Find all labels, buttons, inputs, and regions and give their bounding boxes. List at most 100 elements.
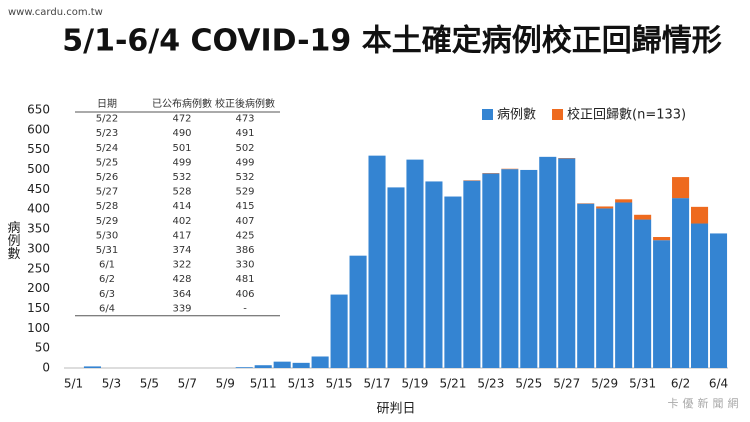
x-tick-label: 6/4 bbox=[709, 377, 728, 391]
bar-segment bbox=[539, 156, 557, 368]
x-axis-label: 研判日 bbox=[376, 402, 415, 417]
y-tick-label: 50 bbox=[35, 341, 50, 355]
table-cell: 425 bbox=[235, 230, 254, 241]
table-cell: 407 bbox=[235, 216, 254, 227]
bar-segment bbox=[634, 219, 652, 368]
y-tick-label: 450 bbox=[27, 182, 50, 196]
y-tick-label: 400 bbox=[27, 202, 50, 216]
y-tick-label: 500 bbox=[27, 162, 50, 176]
bar-segment bbox=[368, 155, 386, 368]
bar-segment bbox=[577, 203, 595, 368]
bar-segment bbox=[482, 173, 500, 368]
x-tick-label: 5/19 bbox=[401, 377, 428, 391]
x-tick-label: 5/29 bbox=[591, 377, 618, 391]
bar-segment bbox=[520, 169, 538, 368]
legend-label: 病例數 bbox=[497, 108, 536, 123]
x-tick-label: 5/27 bbox=[553, 377, 580, 391]
table-cell: 490 bbox=[172, 128, 191, 139]
x-tick-label: 5/17 bbox=[364, 377, 391, 391]
bar-segment bbox=[83, 366, 101, 368]
bar-segment bbox=[691, 223, 709, 368]
bar-segment bbox=[349, 255, 367, 368]
x-tick-label: 5/31 bbox=[629, 377, 656, 391]
y-tick-label: 350 bbox=[27, 222, 50, 236]
table-cell: 415 bbox=[235, 201, 254, 212]
table-cell: 5/26 bbox=[96, 172, 118, 183]
table-cell: 386 bbox=[235, 245, 254, 256]
table-cell: 374 bbox=[172, 245, 191, 256]
bar-segment bbox=[292, 362, 310, 368]
table-cell: 6/3 bbox=[99, 289, 115, 300]
table-cell: 5/24 bbox=[96, 143, 118, 154]
table-cell: 528 bbox=[172, 187, 191, 198]
bar-segment bbox=[691, 206, 709, 224]
table-cell: 322 bbox=[172, 260, 191, 271]
x-tick-label: 5/7 bbox=[178, 377, 197, 391]
bar-segment bbox=[615, 199, 633, 203]
table-cell: 499 bbox=[172, 157, 191, 168]
y-tick-label: 250 bbox=[27, 261, 50, 275]
table-cell: 5/27 bbox=[96, 187, 118, 198]
y-tick-label: 200 bbox=[27, 281, 50, 295]
bar-segment bbox=[634, 214, 652, 220]
bar-segment bbox=[235, 367, 253, 368]
bar-segment bbox=[653, 240, 671, 368]
table-cell: 5/25 bbox=[96, 157, 118, 168]
bar-segment bbox=[653, 237, 671, 241]
table-header: 日期 bbox=[97, 98, 117, 110]
bar-segment bbox=[273, 361, 291, 368]
table-cell: 428 bbox=[172, 274, 191, 285]
legend-swatch bbox=[552, 109, 564, 120]
x-tick-label: 5/11 bbox=[250, 377, 277, 391]
table-cell: - bbox=[243, 303, 247, 314]
y-tick-label: 300 bbox=[27, 241, 50, 255]
table-cell: 502 bbox=[235, 143, 254, 154]
table-cell: 473 bbox=[235, 114, 254, 125]
x-tick-label: 5/9 bbox=[216, 377, 235, 391]
table-cell: 402 bbox=[172, 216, 191, 227]
x-tick-label: 5/15 bbox=[326, 377, 353, 391]
table-cell: 5/30 bbox=[96, 230, 118, 241]
watermark: www.cardu.com.tw bbox=[8, 7, 103, 18]
table-cell: 5/23 bbox=[96, 128, 118, 139]
x-tick-label: 5/25 bbox=[515, 377, 542, 391]
bar-segment bbox=[444, 196, 462, 368]
table-header: 校正後病例數 bbox=[215, 97, 275, 110]
bar-segment bbox=[615, 202, 633, 368]
legend-swatch bbox=[482, 109, 493, 120]
table-cell: 339 bbox=[172, 303, 191, 314]
bar-segment bbox=[254, 365, 272, 368]
bar-segment bbox=[387, 187, 405, 368]
table-cell: 491 bbox=[235, 128, 254, 139]
table-cell: 499 bbox=[235, 157, 254, 168]
table-cell: 5/22 bbox=[96, 114, 118, 125]
x-tick-label: 5/13 bbox=[288, 377, 315, 391]
table-cell: 5/28 bbox=[96, 201, 118, 212]
bar-segment bbox=[672, 177, 690, 199]
bar-segment bbox=[406, 159, 424, 368]
table-cell: 6/2 bbox=[99, 274, 115, 285]
y-tick-label: 100 bbox=[27, 321, 50, 335]
bar-segment bbox=[425, 181, 443, 368]
x-tick-label: 5/23 bbox=[477, 377, 504, 391]
table-cell: 501 bbox=[172, 143, 191, 154]
bar-segment bbox=[672, 198, 690, 368]
table-cell: 414 bbox=[172, 201, 191, 212]
y-tick-label: 650 bbox=[27, 103, 50, 117]
table-cell: 472 bbox=[172, 114, 191, 125]
y-axis-label: 病例數 bbox=[5, 221, 21, 261]
x-tick-label: 5/1 bbox=[64, 377, 83, 391]
x-tick-label: 5/3 bbox=[102, 377, 121, 391]
table-cell: 481 bbox=[235, 274, 254, 285]
bar-segment bbox=[558, 158, 576, 368]
table-cell: 6/1 bbox=[99, 260, 115, 271]
y-tick-label: 600 bbox=[27, 122, 50, 136]
x-tick-label: 5/5 bbox=[140, 377, 159, 391]
bar-segment bbox=[463, 180, 481, 368]
watermark: 卡優新聞網 bbox=[668, 396, 743, 410]
table-cell: 5/29 bbox=[96, 216, 118, 227]
bar-segment bbox=[501, 169, 519, 368]
bar-segment bbox=[596, 208, 614, 368]
x-tick-label: 5/21 bbox=[439, 377, 466, 391]
chart-title: 5/1-6/4 COVID-19 本土確定病例校正回歸情形 bbox=[62, 24, 722, 59]
